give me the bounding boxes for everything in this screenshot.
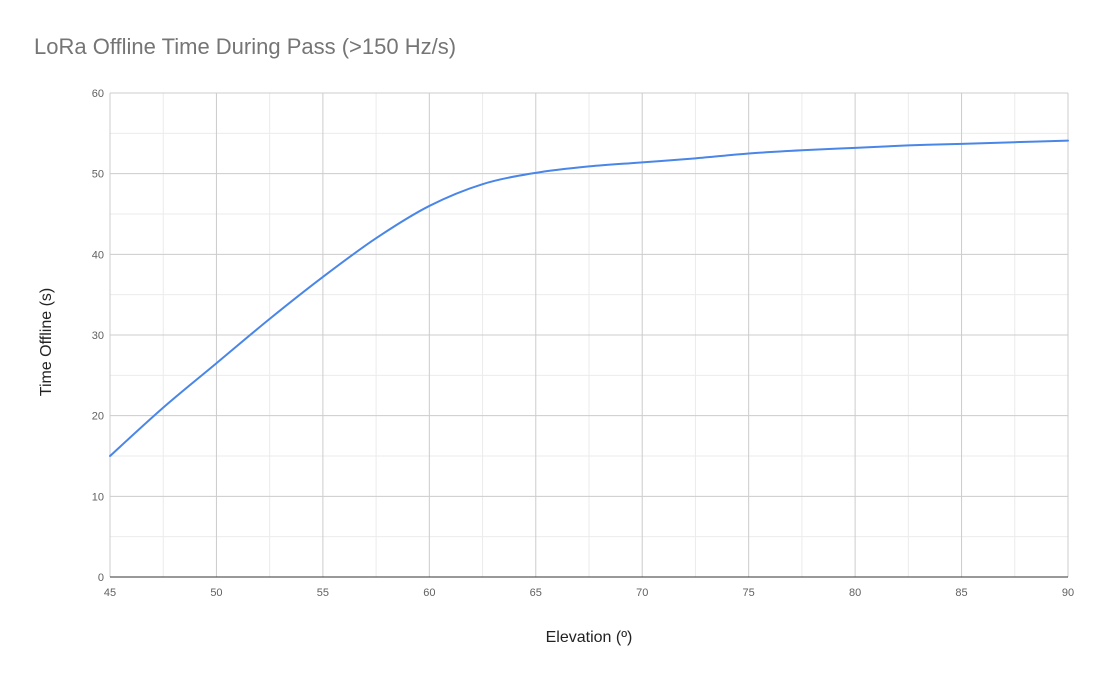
- y-axis-label: Time Offline (s): [38, 288, 55, 396]
- x-tick-label: 70: [636, 587, 648, 599]
- x-tick-label: 85: [955, 587, 967, 599]
- x-axis-ticks: 45 50 55 60 65 70 75 80 85 90: [104, 587, 1074, 599]
- series-line: [109, 139, 1069, 457]
- series-layer: [109, 139, 1069, 578]
- x-tick-label: 80: [849, 587, 861, 599]
- x-tick-label: 90: [1062, 587, 1074, 599]
- x-tick-label: 60: [423, 587, 435, 599]
- x-tick-label: 45: [104, 587, 116, 599]
- y-tick-label: 60: [92, 88, 104, 100]
- x-axis-label: Elevation (º): [546, 629, 633, 646]
- y-tick-label: 0: [98, 572, 104, 584]
- major-gridlines: [109, 92, 1069, 577]
- y-tick-label: 10: [92, 491, 104, 503]
- chart-title: LoRa Offline Time During Pass (>150 Hz/s…: [34, 34, 457, 59]
- x-tick-label: 65: [530, 587, 542, 599]
- y-tick-label: 20: [92, 411, 104, 423]
- x-tick-label: 75: [743, 587, 755, 599]
- x-tick-label: 55: [317, 587, 329, 599]
- y-tick-label: 50: [92, 169, 104, 181]
- y-tick-label: 40: [92, 249, 104, 261]
- x-tick-label: 50: [210, 587, 222, 599]
- y-tick-label: 30: [92, 330, 104, 342]
- y-axis-ticks: 0 10 20 30 40 50 60: [92, 88, 104, 584]
